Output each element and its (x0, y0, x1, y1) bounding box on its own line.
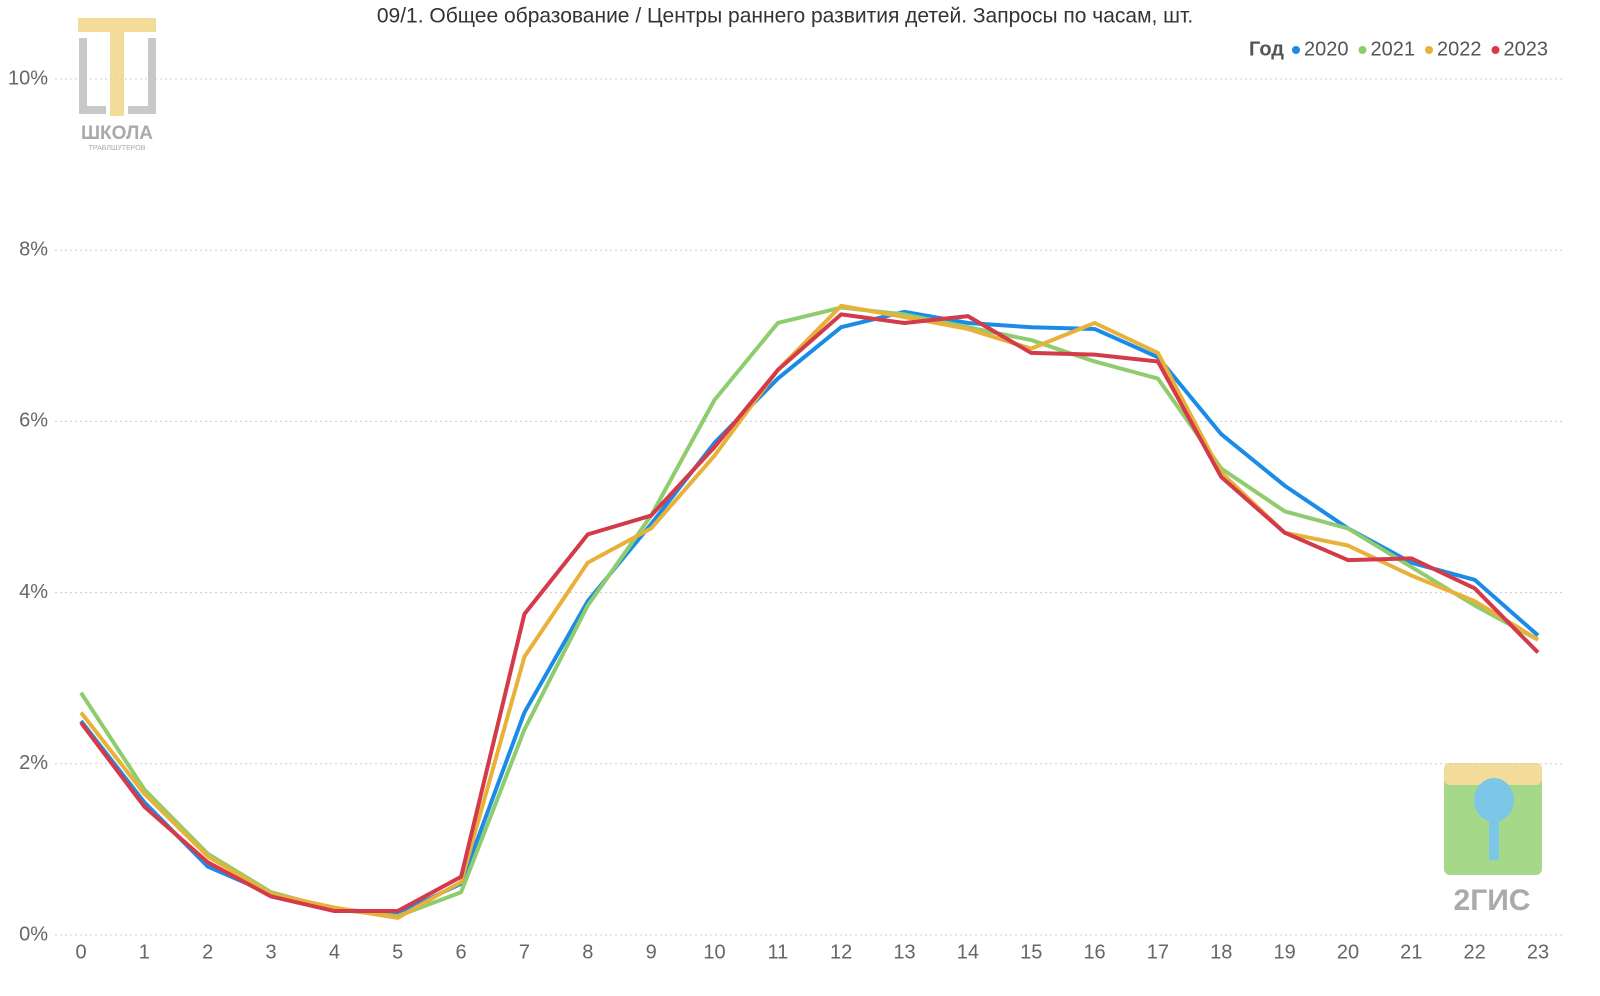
x-tick-label: 3 (265, 941, 276, 963)
x-tick-label: 10 (703, 941, 725, 963)
series-line (79, 309, 1540, 916)
logo-text: 2ГИС (1454, 884, 1531, 917)
legend: Год 2020 2021 2022 2023 (1249, 38, 1548, 60)
y-tick-label: 0% (19, 923, 48, 945)
legend-title: Год (1249, 38, 1284, 60)
y-tick-label: 10% (8, 67, 48, 89)
x-tick-label: 20 (1337, 941, 1359, 963)
series-line (79, 312, 1540, 914)
x-tick-label: 0 (75, 941, 86, 963)
legend-marker (1425, 46, 1433, 54)
gis-logo: 2ГИС (1444, 763, 1542, 917)
x-tick-label: 8 (582, 941, 593, 963)
series-line (79, 303, 1540, 920)
x-tick-label: 9 (646, 941, 657, 963)
legend-marker (1491, 46, 1500, 54)
series-line (79, 305, 1539, 919)
x-tick-label: 22 (1464, 941, 1486, 963)
x-tick-label: 18 (1210, 941, 1232, 963)
x-tick-label: 21 (1400, 941, 1422, 963)
y-tick-label: 6% (19, 410, 48, 432)
school-logo: ШКОЛА ТРАБЛШУТЕРОВ (78, 18, 156, 152)
x-tick-label: 2 (202, 941, 213, 963)
x-tick-label: 6 (456, 941, 467, 963)
x-tick-label: 16 (1083, 941, 1105, 963)
y-tick-label: 4% (19, 581, 48, 603)
x-tick-label: 15 (1020, 941, 1042, 963)
x-tick-label: 17 (1147, 941, 1169, 963)
x-tick-label: 7 (519, 941, 530, 963)
legend-label: 2022 (1437, 38, 1482, 60)
x-tick-label: 19 (1273, 941, 1295, 963)
x-tick-label: 1 (139, 941, 150, 963)
legend-marker (1292, 46, 1300, 54)
legend-marker (1358, 46, 1367, 54)
y-tick-label: 8% (19, 238, 48, 260)
legend-label: 2023 (1504, 38, 1549, 60)
logo-text: ТРАБЛШУТЕРОВ (89, 145, 146, 152)
chart-title: 09/1. Общее образование / Центры раннего… (377, 5, 1193, 28)
logo-text: ШКОЛА (81, 123, 153, 144)
legend-label: 2020 (1304, 38, 1349, 60)
x-tick-label: 23 (1527, 941, 1549, 963)
y-tick-label: 2% (19, 752, 48, 774)
x-tick-label: 14 (957, 941, 979, 963)
x-tick-label: 12 (830, 941, 852, 963)
legend-label: 2021 (1371, 38, 1416, 60)
x-tick-label: 11 (767, 941, 788, 963)
x-tick-label: 13 (893, 941, 915, 963)
x-tick-label: 4 (329, 941, 340, 963)
x-tick-label: 5 (392, 941, 403, 963)
